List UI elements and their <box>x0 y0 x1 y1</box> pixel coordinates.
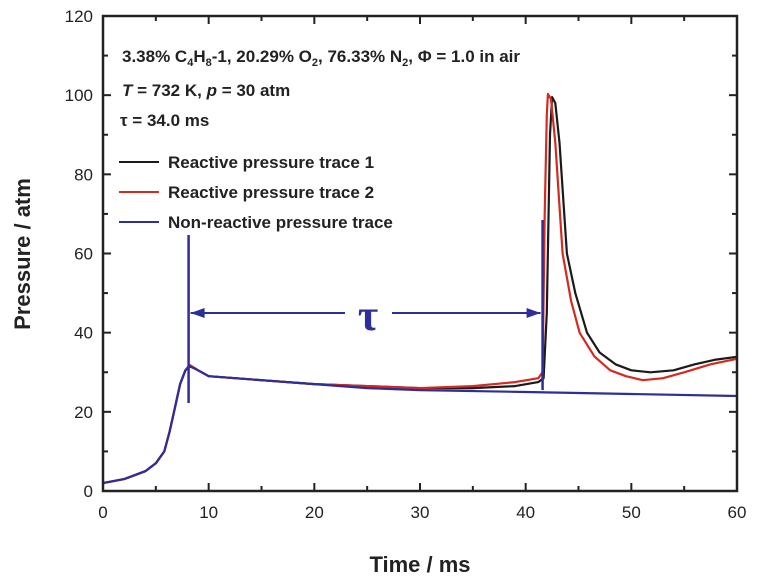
x-tick-label: 0 <box>98 503 107 522</box>
legend: Reactive pressure trace 1 Reactive press… <box>119 153 393 232</box>
y-axis-label: Pressure / atm <box>10 178 35 330</box>
y-tick-label: 40 <box>74 324 93 343</box>
tau-arrowhead-left <box>190 308 205 318</box>
legend-label-3: Non-reactive pressure trace <box>168 213 393 232</box>
tau-symbol-label: τ <box>358 291 378 340</box>
x-tick-label: 30 <box>411 503 430 522</box>
legend-label-2: Reactive pressure trace 2 <box>168 183 374 202</box>
x-tick-label: 50 <box>622 503 641 522</box>
legend-label-1: Reactive pressure trace 1 <box>168 153 374 172</box>
annotation-mixture: 3.38% C4H8-1, 20.29% O2, 76.33% N2, Φ = … <box>122 47 520 69</box>
y-tick-label: 0 <box>84 482 93 501</box>
series-line-3 <box>102 365 738 485</box>
annotation-tau: τ = 34.0 ms <box>120 111 209 130</box>
x-tick-label: 40 <box>516 503 535 522</box>
x-tick-label: 60 <box>728 503 747 522</box>
plot-frame <box>101 14 739 493</box>
tau-arrowhead-right <box>526 308 541 318</box>
annotation-conditions: T = 732 K, p = 30 atm <box>122 81 290 100</box>
y-tick-label: 60 <box>74 245 93 264</box>
y-tick-label: 100 <box>65 86 93 105</box>
x-axis-label: Time / ms <box>369 552 470 577</box>
y-tick-label: 20 <box>74 403 93 422</box>
x-tick-label: 10 <box>199 503 218 522</box>
y-tick-label: 120 <box>65 7 93 26</box>
y-tick-label: 80 <box>74 165 93 184</box>
x-tick-label: 20 <box>305 503 324 522</box>
